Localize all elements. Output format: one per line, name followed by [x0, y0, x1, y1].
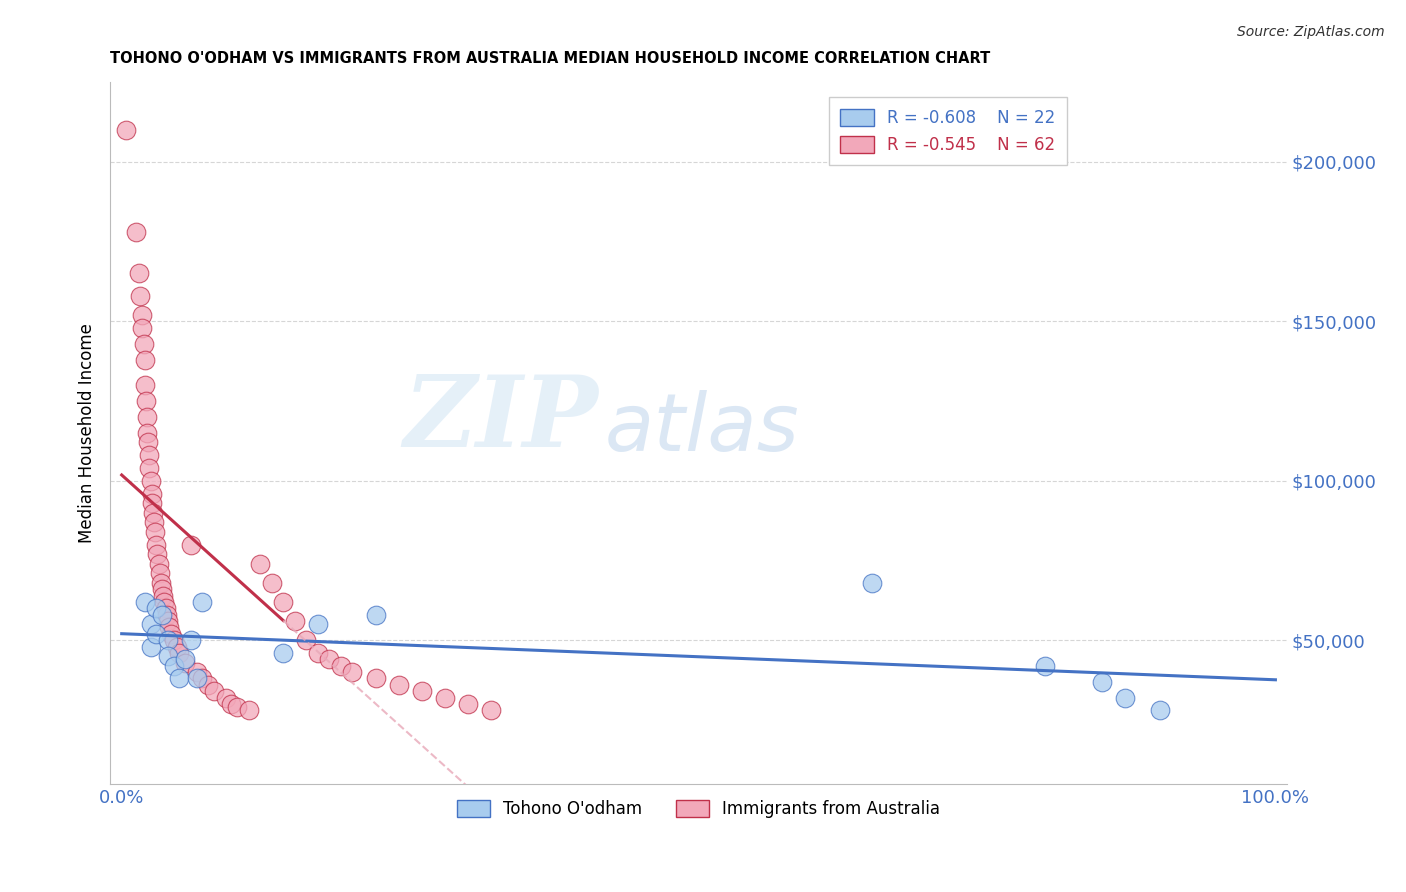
Point	[271, 646, 294, 660]
Point	[329, 658, 352, 673]
Point	[142, 506, 165, 520]
Point	[155, 601, 177, 615]
Point	[191, 672, 214, 686]
Point	[364, 607, 387, 622]
Point	[149, 566, 172, 581]
Point	[149, 575, 172, 590]
Y-axis label: Median Household Income: Median Household Income	[79, 323, 96, 543]
Point	[138, 461, 160, 475]
Point	[191, 595, 214, 609]
Point	[197, 678, 219, 692]
Point	[132, 336, 155, 351]
Point	[174, 656, 197, 670]
Point	[136, 409, 159, 424]
Point	[139, 617, 162, 632]
Point	[156, 633, 179, 648]
Point	[156, 607, 179, 622]
Point	[136, 435, 159, 450]
Point	[169, 646, 191, 660]
Point	[307, 617, 329, 632]
Point	[387, 678, 409, 692]
Point	[134, 352, 156, 367]
Point	[152, 589, 174, 603]
Point	[134, 595, 156, 609]
Point	[1033, 658, 1056, 673]
Point	[136, 425, 159, 440]
Point	[139, 640, 162, 654]
Point	[156, 649, 179, 664]
Point	[1149, 703, 1171, 717]
Point	[260, 575, 283, 590]
Point	[433, 690, 456, 705]
Point	[145, 601, 167, 615]
Point	[221, 697, 243, 711]
Point	[249, 557, 271, 571]
Point	[1091, 674, 1114, 689]
Point	[138, 448, 160, 462]
Point	[364, 672, 387, 686]
Point	[150, 582, 173, 597]
Point	[145, 537, 167, 551]
Point	[174, 652, 197, 666]
Text: ZIP: ZIP	[404, 371, 599, 467]
Point	[115, 123, 138, 137]
Point	[162, 658, 184, 673]
Point	[238, 703, 260, 717]
Point	[145, 627, 167, 641]
Point	[150, 607, 173, 622]
Point	[342, 665, 364, 679]
Point	[135, 394, 157, 409]
Point	[160, 627, 183, 641]
Point	[411, 684, 433, 698]
Point	[131, 308, 153, 322]
Point	[860, 575, 883, 590]
Text: TOHONO O'ODHAM VS IMMIGRANTS FROM AUSTRALIA MEDIAN HOUSEHOLD INCOME CORRELATION : TOHONO O'ODHAM VS IMMIGRANTS FROM AUSTRA…	[110, 51, 990, 66]
Point	[166, 640, 188, 654]
Point	[157, 620, 180, 634]
Point	[141, 496, 163, 510]
Point	[284, 614, 307, 628]
Point	[146, 547, 169, 561]
Point	[457, 697, 479, 711]
Point	[1114, 690, 1136, 705]
Point	[180, 633, 202, 648]
Point	[295, 633, 318, 648]
Point	[129, 289, 152, 303]
Point	[143, 515, 166, 529]
Legend: Tohono O'odham, Immigrants from Australia: Tohono O'odham, Immigrants from Australi…	[450, 793, 948, 824]
Point	[169, 672, 191, 686]
Point	[307, 646, 329, 660]
Point	[162, 633, 184, 648]
Point	[271, 595, 294, 609]
Text: Source: ZipAtlas.com: Source: ZipAtlas.com	[1237, 25, 1385, 39]
Point	[134, 378, 156, 392]
Point	[153, 595, 176, 609]
Text: atlas: atlas	[605, 391, 799, 468]
Point	[226, 700, 249, 714]
Point	[128, 267, 150, 281]
Point	[186, 665, 208, 679]
Point	[214, 690, 236, 705]
Point	[156, 614, 179, 628]
Point	[202, 684, 225, 698]
Point	[131, 320, 153, 334]
Point	[148, 557, 170, 571]
Point	[124, 225, 146, 239]
Point	[479, 703, 502, 717]
Point	[318, 652, 340, 666]
Point	[143, 524, 166, 539]
Point	[180, 537, 202, 551]
Point	[186, 672, 208, 686]
Point	[141, 486, 163, 500]
Point	[139, 474, 162, 488]
